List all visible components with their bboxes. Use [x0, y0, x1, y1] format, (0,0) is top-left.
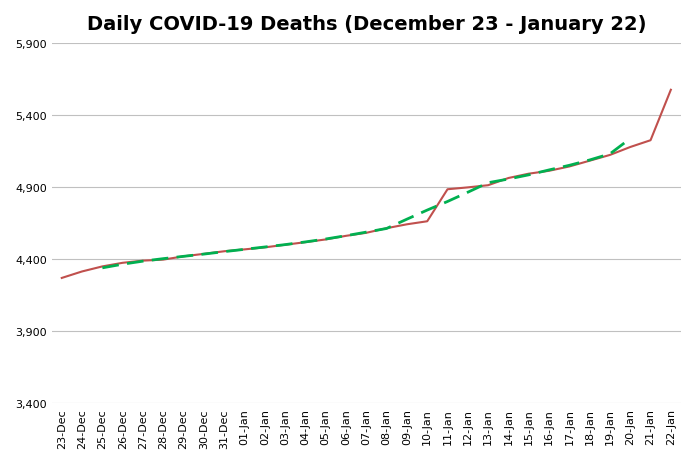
Title: Daily COVID-19 Deaths (December 23 - January 22): Daily COVID-19 Deaths (December 23 - Jan… [86, 15, 646, 34]
